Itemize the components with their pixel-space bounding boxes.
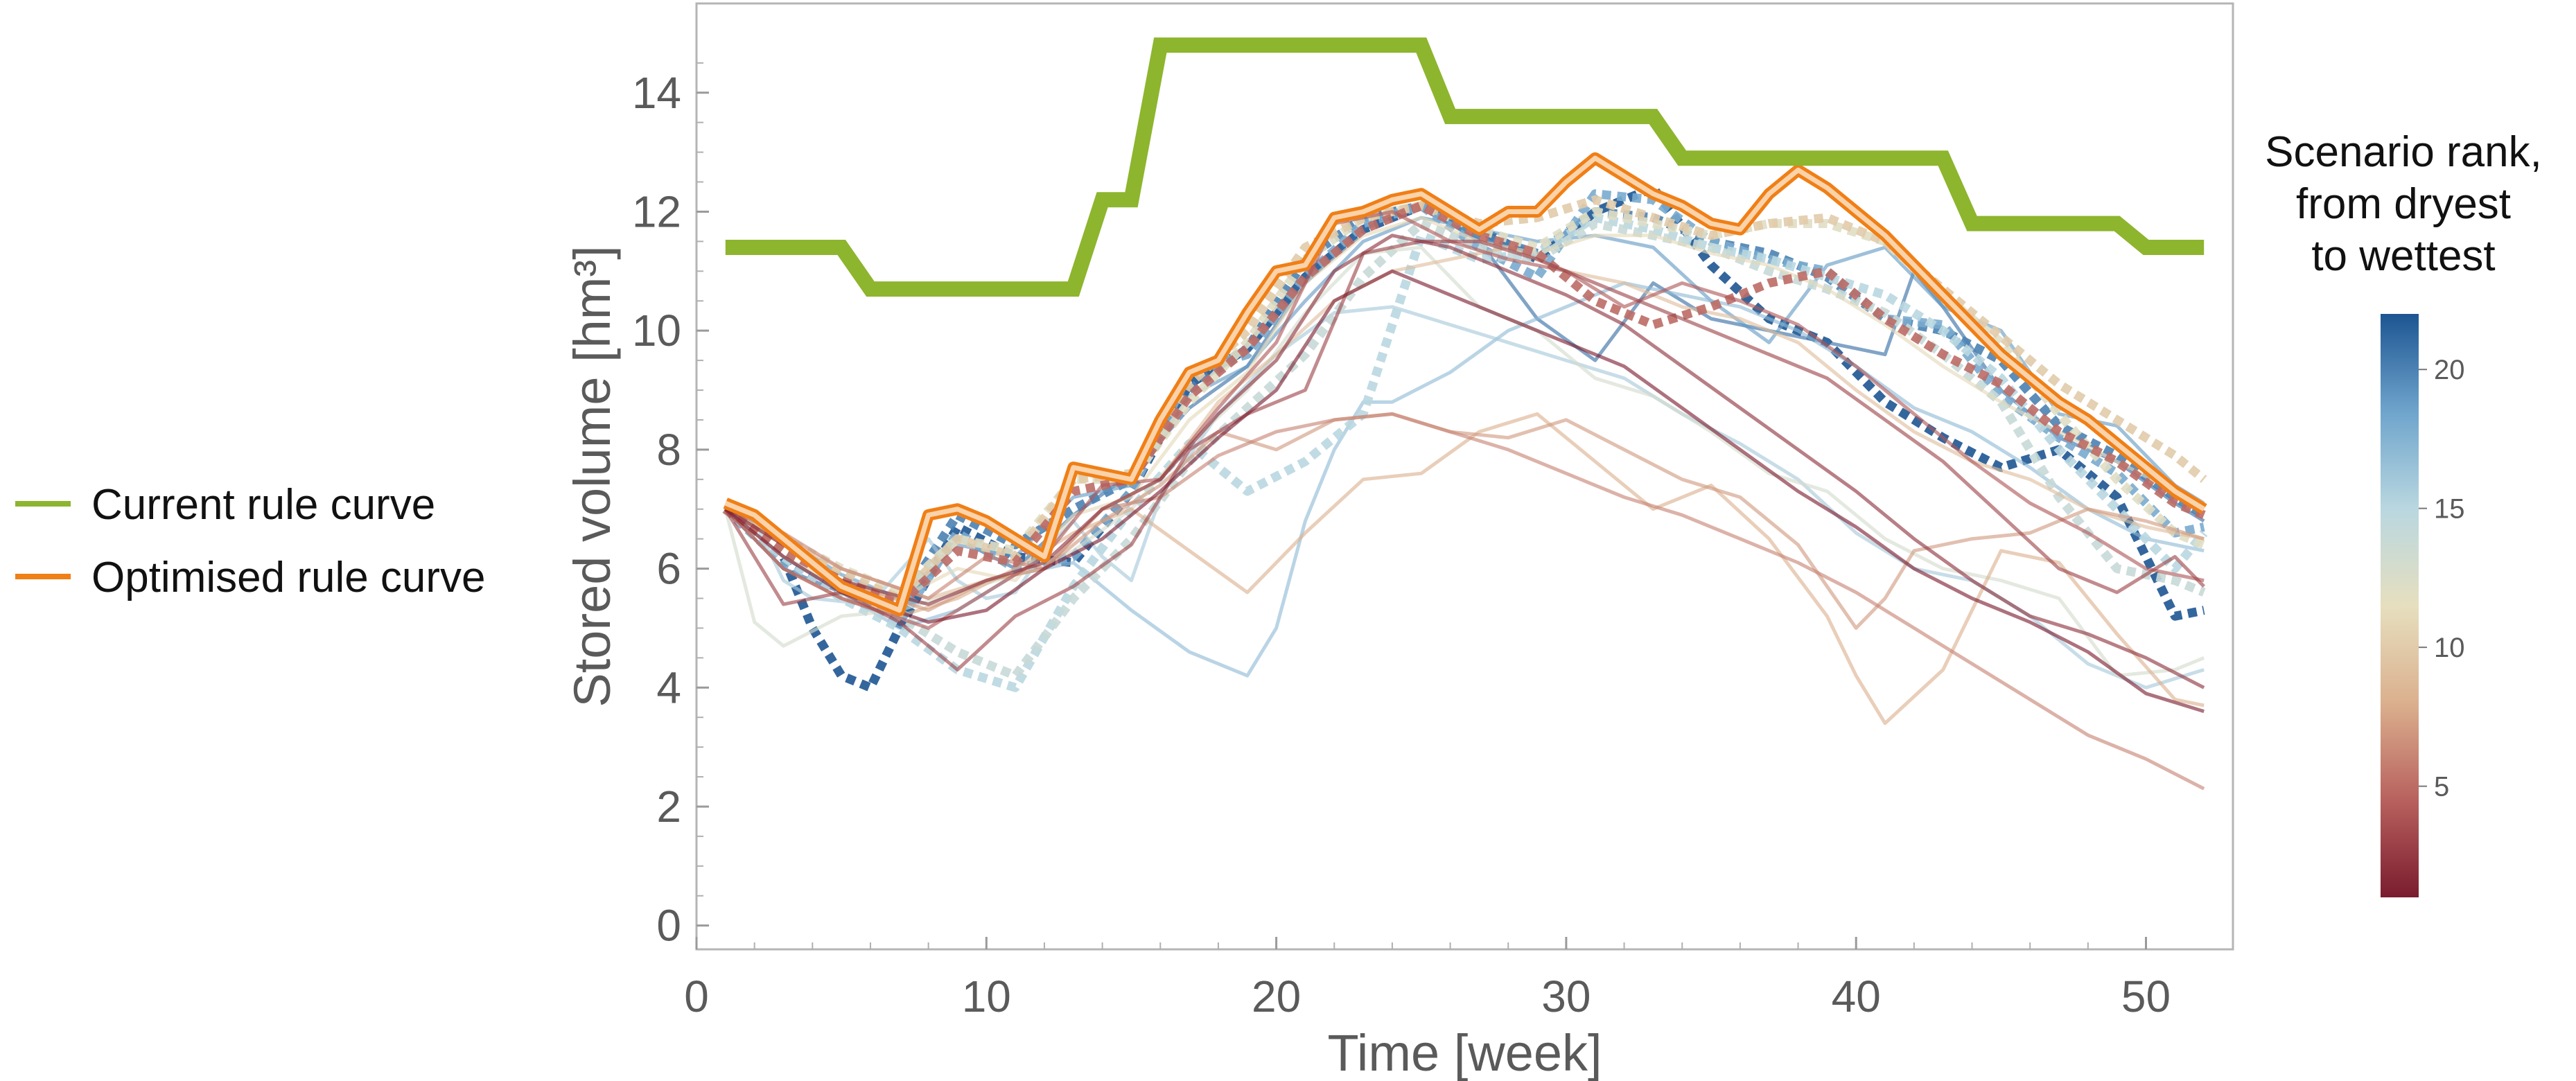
colorbar-gradient: [2381, 314, 2419, 897]
legend-label: Current rule curve: [91, 481, 435, 529]
y-tick-label: 12: [632, 186, 681, 236]
scenario-line-rank-2: [724, 234, 2205, 689]
colorbar-title-line: Scenario rank,: [2265, 128, 2542, 176]
scenario-line-rank-7: [724, 412, 2205, 630]
plot-frame: [695, 2, 2234, 951]
scenario-line-rank-20: [723, 201, 2207, 609]
y-tick-label: 10: [632, 306, 681, 355]
x-tick-label: 10: [962, 972, 1011, 1021]
y-tick-label: 14: [632, 68, 681, 118]
x-tick-label: 20: [1252, 972, 1301, 1021]
y-axis-title: Stored volume [hm³]: [563, 245, 621, 707]
legend: Current rule curve Optimised rule curve: [15, 481, 486, 601]
current-rule-curve: [725, 37, 2205, 297]
optimised-rule-curve-inner: [724, 155, 2206, 613]
x-axis-title: Time [week]: [1327, 1024, 1602, 1081]
colorbar-title-line: to wettest: [2311, 232, 2495, 280]
y-tick-label: 0: [656, 901, 681, 951]
x-tick-label: 30: [1541, 972, 1591, 1021]
y-tick-label: 2: [656, 782, 681, 832]
scenario-line-rank-6: [724, 412, 2205, 791]
scenario-line-rank-1: [724, 269, 2205, 713]
axes: 0 10 20 30 40 50 0 2 4 6 8 10 12 14: [632, 62, 2171, 1021]
x-tick-label: 50: [2121, 972, 2171, 1021]
scenario-line-rank-8: [724, 412, 2205, 726]
colorbar-tick-label: 10: [2434, 633, 2465, 663]
legend-label: Optimised rule curve: [91, 554, 486, 601]
y-tick-label: 8: [656, 425, 681, 475]
scenario-line-rank-14: [723, 219, 2206, 680]
colorbar-tick-label: 5: [2434, 772, 2449, 802]
y-tick-label: 4: [656, 662, 681, 712]
x-tick-label: 0: [684, 972, 709, 1021]
colorbar-title-line: from dryest: [2296, 180, 2511, 228]
rule-curves: [723, 37, 2207, 617]
scenario-line-rank-3: [724, 239, 2205, 671]
scenario-line-rank-4: [724, 210, 2205, 630]
x-tick-label: 40: [1832, 972, 1881, 1021]
y-tick-label: 6: [656, 544, 681, 594]
scenario-line-rank-15: [722, 213, 2208, 692]
colorbar-tick-label: 15: [2434, 494, 2465, 525]
scenario-line-rank-5: [723, 201, 2206, 609]
colorbar-tick-label: 20: [2434, 355, 2465, 385]
scenario-line-rank-13: [724, 245, 2205, 678]
